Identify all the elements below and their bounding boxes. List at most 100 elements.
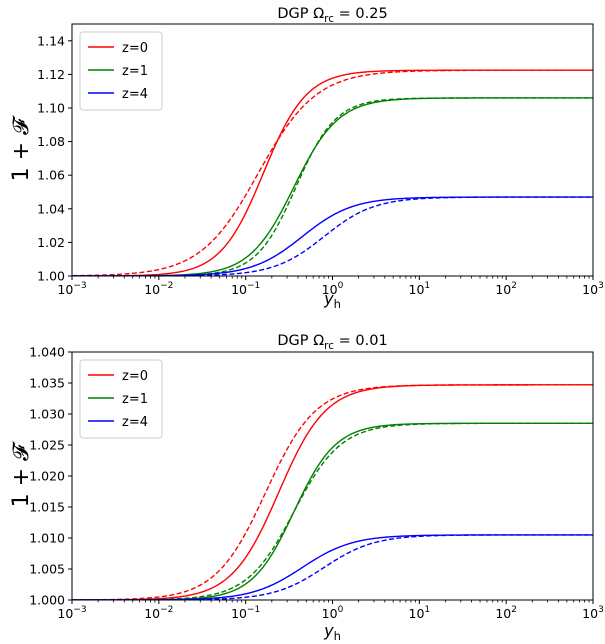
series-line-z4-solid xyxy=(72,196,593,276)
x-tick-base: 10 xyxy=(231,282,247,297)
x-tick-exponent: 1 xyxy=(424,605,430,615)
series-line-z0-solid xyxy=(72,69,593,276)
title-prefix: DGP xyxy=(277,6,313,22)
x-tick-exponent: 1 xyxy=(424,281,430,291)
x-tick-exponent: −3 xyxy=(73,605,86,615)
chart-title: DGP Ωrc = 0.01 xyxy=(277,333,387,352)
y-tick-label: 1.020 xyxy=(29,469,65,484)
series-line-z0-dashed xyxy=(72,384,593,600)
chart-panel-2: 1.000 1.005 1.010 1.015 1.020 1.025 1.030 1.035… xyxy=(9,333,604,643)
y-tick-label: 1.10 xyxy=(37,101,65,116)
legend-box xyxy=(79,359,163,439)
x-tick-base: 10 xyxy=(57,282,73,297)
y-tick-label: 1.040 xyxy=(29,345,65,360)
x-tick-label: 10−3 xyxy=(57,281,86,297)
x-tick-label: 100 xyxy=(322,281,344,297)
x-axis-label-var: y xyxy=(323,621,334,640)
y-tick-label: 1.015 xyxy=(29,500,65,515)
title-omega: Ω xyxy=(313,333,324,349)
y-tick-label: 1.04 xyxy=(37,201,65,216)
title-suffix: = 0.01 xyxy=(334,333,388,349)
chart-title: DGP Ωrc = 0.25 xyxy=(277,6,387,25)
x-tick-label: 10−3 xyxy=(57,605,86,621)
y-tick-label: 1.00 xyxy=(37,269,65,284)
legend-label: z=1 xyxy=(122,64,148,79)
x-tick-exponent: −1 xyxy=(247,605,260,615)
x-tick-base: 10 xyxy=(409,282,425,297)
title-subscript: rc xyxy=(324,13,334,25)
x-axis-label-var: y xyxy=(323,289,334,308)
title-omega: Ω xyxy=(313,6,324,22)
title-prefix: DGP xyxy=(277,333,313,349)
x-tick-base: 10 xyxy=(495,282,511,297)
y-tick-label: 1.000 xyxy=(29,593,65,608)
y-tick-label: 1.08 xyxy=(37,134,65,149)
series-line-z0-dashed xyxy=(72,69,593,276)
legend-label: z=4 xyxy=(122,87,148,102)
x-tick-exponent: 0 xyxy=(338,605,344,615)
x-axis-label-sub: h xyxy=(334,297,341,311)
series-line-z1-solid xyxy=(72,422,593,600)
legend-label: z=0 xyxy=(122,41,148,56)
x-tick-base: 10 xyxy=(495,606,511,621)
series-line-z0-solid xyxy=(72,384,593,600)
x-tick-exponent: −3 xyxy=(73,281,86,291)
series-line-z1-solid xyxy=(72,97,593,276)
x-tick-label: 101 xyxy=(409,605,431,621)
legend-box xyxy=(79,31,163,111)
series-line-z4-dashed xyxy=(72,534,593,600)
y-tick-label: 1.005 xyxy=(29,562,65,577)
legend: z=0 z=1 z=4 xyxy=(79,31,163,111)
x-axis-label: yh xyxy=(323,289,341,311)
x-tick-exponent: −2 xyxy=(160,281,173,291)
legend: z=0 z=1 z=4 xyxy=(79,359,163,439)
y-tick-label: 1.025 xyxy=(29,438,65,453)
x-tick-base: 10 xyxy=(57,606,73,621)
x-tick-label: 10−2 xyxy=(144,281,173,297)
x-tick-base: 10 xyxy=(144,606,160,621)
y-tick-label: 1.010 xyxy=(29,531,65,546)
x-tick-label: 102 xyxy=(495,281,517,297)
y-tick-label: 1.02 xyxy=(37,235,65,250)
series-line-z1-dashed xyxy=(72,422,593,600)
x-axis-label: yh xyxy=(323,621,341,643)
x-tick-exponent: 2 xyxy=(511,281,517,291)
x-tick-base: 10 xyxy=(231,606,247,621)
x-tick-label: 10−2 xyxy=(144,605,173,621)
y-tick-label: 1.06 xyxy=(37,168,65,183)
x-tick-exponent: 3 xyxy=(598,281,604,291)
legend-label: z=1 xyxy=(122,392,148,407)
y-tick-label: 1.035 xyxy=(29,376,65,391)
x-axis-label-sub: h xyxy=(334,629,341,643)
x-tick-exponent: 0 xyxy=(338,281,344,291)
x-tick-label: 100 xyxy=(322,605,344,621)
y-axis-label: 1 + 𝓕 xyxy=(9,115,34,181)
x-tick-base: 10 xyxy=(322,606,338,621)
title-suffix: = 0.25 xyxy=(334,6,388,22)
x-tick-base: 10 xyxy=(144,282,160,297)
title-subscript: rc xyxy=(324,340,334,352)
x-tick-label: 102 xyxy=(495,605,517,621)
x-tick-base: 10 xyxy=(322,282,338,297)
series-line-z4-dashed xyxy=(72,196,593,276)
x-tick-exponent: −2 xyxy=(160,605,173,615)
series-line-z4-solid xyxy=(72,534,593,600)
x-tick-base: 10 xyxy=(409,606,425,621)
x-tick-exponent: −1 xyxy=(247,281,260,291)
legend-label: z=4 xyxy=(122,415,148,430)
x-tick-base: 10 xyxy=(582,606,598,621)
y-tick-label: 1.030 xyxy=(29,407,65,422)
x-tick-label: 10−1 xyxy=(231,281,260,297)
x-tick-label: 10−1 xyxy=(231,605,260,621)
legend-label: z=0 xyxy=(122,369,148,384)
y-tick-label: 1.14 xyxy=(37,33,65,48)
x-tick-exponent: 2 xyxy=(511,605,517,615)
x-tick-label: 103 xyxy=(582,605,604,621)
x-tick-label: 101 xyxy=(409,281,431,297)
x-tick-exponent: 3 xyxy=(598,605,604,615)
x-tick-label: 103 xyxy=(582,281,604,297)
x-tick-base: 10 xyxy=(582,282,598,297)
y-tick-label: 1.12 xyxy=(37,67,65,82)
